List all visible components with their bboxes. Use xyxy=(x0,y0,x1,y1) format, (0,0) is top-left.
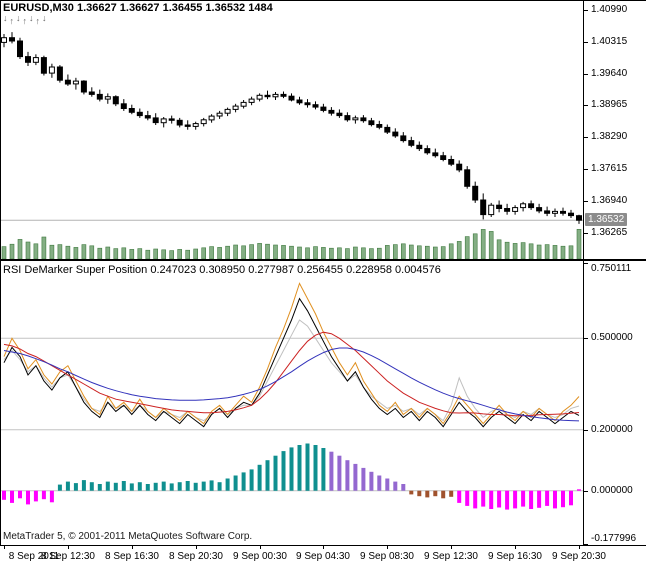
price-axis-label: 1.36265 xyxy=(591,227,628,238)
indicator-axis-tick xyxy=(584,430,588,431)
time-axis-label: 9 Sep 08:30 xyxy=(360,551,414,562)
signal-arrows: ↓ ↑ ↓ ↑ ↓ ↑ ↓ xyxy=(3,13,47,26)
candles-layer xyxy=(1,32,582,224)
time-axis-tick xyxy=(132,546,133,549)
time-axis-label: 9 Sep 16:30 xyxy=(488,551,542,562)
indicator-axis-tick xyxy=(584,263,588,264)
signal-arrow-icon: ↑ xyxy=(22,16,28,26)
indicator-plot-svg xyxy=(0,282,583,510)
price-axis-label: 1.40990 xyxy=(591,4,628,15)
indicator-axis-tick xyxy=(584,338,588,339)
price-axis-label: 1.36940 xyxy=(591,195,628,206)
signal-arrow-icon: ↓ xyxy=(42,13,47,23)
time-axis-tick xyxy=(323,546,324,549)
time-axis-tick xyxy=(451,546,452,549)
indicator-axis-tick xyxy=(584,544,588,545)
indicator-gridlines xyxy=(0,337,583,492)
histogram-layer xyxy=(2,443,581,510)
price-axis-label: 1.40315 xyxy=(591,36,628,47)
time-axis-tick xyxy=(4,546,5,549)
price-plot-svg xyxy=(0,32,583,259)
indicator-line-red xyxy=(3,331,580,417)
indicator-line-gray xyxy=(3,319,580,422)
left-border xyxy=(0,0,1,546)
indicator-line-blue xyxy=(3,347,580,422)
time-axis-label: 9 Sep 04:30 xyxy=(296,551,350,562)
price-axis[interactable]: 1.36532 1.40990 1.40315 1.39640 1.38965 1.38… xyxy=(584,0,646,545)
time-axis-label: 8 Sep 20:30 xyxy=(169,551,223,562)
time-axis-label: 9 Sep 00:30 xyxy=(233,551,287,562)
time-axis-label: 8 Sep 2011 xyxy=(8,551,60,562)
time-axis-label: 9 Sep 20:30 xyxy=(552,551,606,562)
time-axis[interactable]: 8 Sep 2011 8 Sep 12:30 8 Sep 16:30 8 Sep 20… xyxy=(0,546,646,569)
price-axis-tick xyxy=(584,233,588,234)
price-axis-label: 1.39640 xyxy=(591,68,628,79)
axis-divider xyxy=(583,0,584,546)
top-border xyxy=(0,0,646,1)
time-axis-divider xyxy=(0,545,646,546)
indicator-axis-label: -0.177996 xyxy=(591,533,637,544)
price-axis-tick xyxy=(584,42,588,43)
price-axis-label: 1.38965 xyxy=(591,99,628,110)
indicator-axis-tick xyxy=(584,491,588,492)
price-axis-label: 1.37615 xyxy=(591,163,628,174)
ohlc-header: EURUSD,M30 1.36627 1.36627 1.36455 1.365… xyxy=(3,2,273,14)
price-axis-tick xyxy=(584,105,588,106)
time-axis-tick xyxy=(579,546,580,549)
time-axis-tick xyxy=(387,546,388,549)
time-axis-label: 9 Sep 12:30 xyxy=(424,551,478,562)
indicator-header: RSI DeMarker Super Position 0.247023 0.3… xyxy=(3,264,441,276)
indicator-line-black xyxy=(3,297,580,428)
indicator-line-orange xyxy=(3,282,580,425)
indicator-axis-label: 0.200000 xyxy=(591,424,633,435)
volume-layer xyxy=(1,229,582,259)
signal-arrow-icon: ↑ xyxy=(35,16,41,26)
signal-arrow-icon: ↓ xyxy=(3,13,8,23)
time-axis-label: 8 Sep 16:30 xyxy=(105,551,159,562)
last-price-badge: 1.36532 xyxy=(585,213,628,226)
indicator-axis-label: 0.000000 xyxy=(591,485,633,496)
signal-arrow-icon: ↑ xyxy=(9,16,15,26)
indicator-panel[interactable]: RSI DeMarker Super Position 0.247023 0.3… xyxy=(0,262,583,545)
time-axis-tick xyxy=(260,546,261,549)
price-axis-label: 1.38290 xyxy=(591,131,628,142)
price-axis-tick xyxy=(584,10,588,11)
time-axis-label: 8 Sep 12:30 xyxy=(41,551,95,562)
indicator-axis-label: 0.500000 xyxy=(591,332,633,343)
price-axis-tick xyxy=(584,201,588,202)
price-axis-tick xyxy=(584,137,588,138)
indicator-axis-label: 0.750111 xyxy=(591,263,632,274)
time-axis-tick xyxy=(196,546,197,549)
price-axis-tick xyxy=(584,169,588,170)
price-chart-panel[interactable]: EURUSD,M30 1.36627 1.36627 1.36455 1.365… xyxy=(0,0,583,259)
panel-divider xyxy=(0,259,646,261)
time-axis-tick xyxy=(515,546,516,549)
signal-arrow-icon: ↓ xyxy=(29,13,34,23)
copyright-text: MetaTrader 5, © 2001-2011 MetaQuotes Sof… xyxy=(3,531,253,542)
signal-arrow-icon: ↓ xyxy=(16,13,21,23)
time-axis-tick xyxy=(68,546,69,549)
price-axis-tick xyxy=(584,74,588,75)
